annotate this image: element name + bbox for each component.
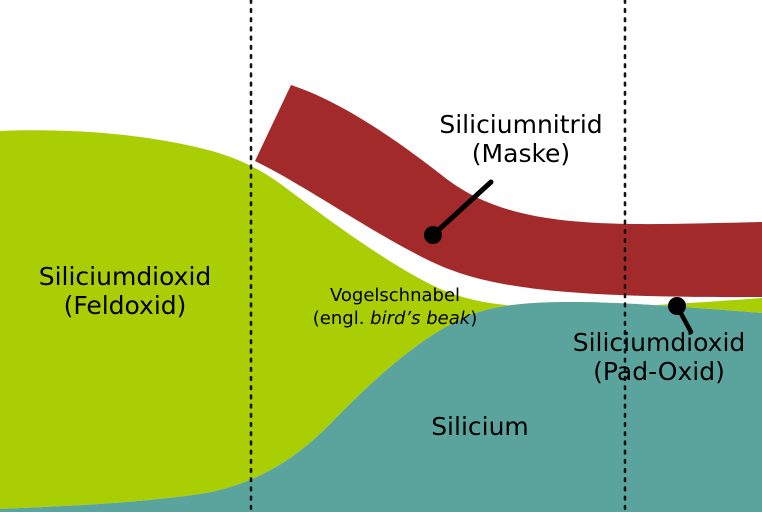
leader-dot-pad-oxide	[668, 297, 686, 315]
layer-silicon-shape	[0, 301, 762, 512]
layer-nitride-mask-shape	[255, 85, 762, 298]
leader-line-nitride	[424, 179, 494, 244]
layer-field-oxide-shape	[0, 130, 762, 509]
leader-line-pad-oxide	[668, 297, 694, 335]
leader-dot-nitride	[424, 226, 442, 244]
